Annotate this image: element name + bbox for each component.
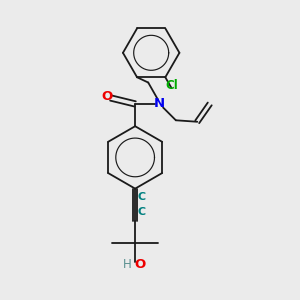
Text: N: N xyxy=(154,98,165,110)
Text: Cl: Cl xyxy=(166,79,178,92)
Text: O: O xyxy=(135,258,146,271)
Text: C: C xyxy=(138,192,146,202)
Text: C: C xyxy=(138,206,146,217)
Text: O: O xyxy=(101,90,112,103)
Text: H: H xyxy=(123,258,132,271)
